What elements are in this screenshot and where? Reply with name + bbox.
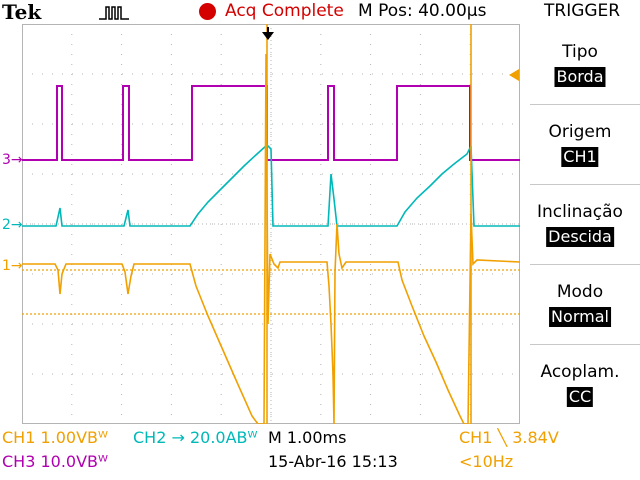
menu-value: CC xyxy=(566,387,594,407)
menu-item-origem[interactable]: Origem CH1 xyxy=(520,104,640,184)
menu-item-modo[interactable]: Modo Normal xyxy=(520,264,640,344)
ch3-ground-marker[interactable]: 3→ xyxy=(2,152,23,168)
ch3-waveform xyxy=(22,85,520,161)
menu-title: TRIGGER xyxy=(544,1,621,21)
ch1-marker-arrow-icon: → xyxy=(10,258,23,274)
brand-logo: Tek xyxy=(2,0,42,24)
menu-divider xyxy=(530,264,640,265)
trigger-level-icon xyxy=(509,69,519,81)
ch2-scale-readout: CH2 → 20.0ABᵂ xyxy=(133,428,258,447)
menu-label: Tipo xyxy=(562,42,598,62)
menu-value: Borda xyxy=(554,67,606,87)
ch2-marker-arrow-icon: → xyxy=(10,217,23,233)
menu-divider xyxy=(530,184,640,185)
ch3-marker-label: 3 xyxy=(2,152,11,168)
graticule xyxy=(22,24,520,424)
ch3-marker-arrow-icon: → xyxy=(10,152,23,168)
ch1-ground-marker[interactable]: 1→ xyxy=(2,258,23,274)
trigger-menu: Tipo Borda Origem CH1 Inclinação Descida… xyxy=(520,24,640,424)
menu-item-inclinacao[interactable]: Inclinação Descida xyxy=(520,184,640,264)
horizontal-position-readout: M Pos: 40.00µs xyxy=(358,1,487,21)
trigger-position-icon xyxy=(262,27,274,40)
menu-value: Normal xyxy=(549,307,611,327)
waveforms xyxy=(22,24,520,424)
trigger-level-readout: CH1 ╲ 3.84V xyxy=(459,428,559,447)
ch1-marker-label: 1 xyxy=(2,258,11,274)
bottom-readout-bar: CH1 1.00VBᵂ CH2 → 20.0ABᵂ CH3 10.0VBᵂ M … xyxy=(0,424,640,480)
ch2-waveform xyxy=(22,143,520,227)
trigger-pulse-icon xyxy=(99,6,129,20)
ch2-ground-marker[interactable]: 2→ xyxy=(2,217,23,233)
acquisition-status-icon xyxy=(199,3,216,20)
menu-divider xyxy=(530,344,640,345)
ch1-waveform xyxy=(22,53,520,424)
menu-item-acoplamento[interactable]: Acoplam. CC xyxy=(520,344,640,424)
menu-item-tipo[interactable]: Tipo Borda xyxy=(520,24,640,104)
menu-divider xyxy=(530,104,640,105)
frequency-readout: <10Hz xyxy=(459,452,514,471)
timebase-readout: M 1.00ms xyxy=(268,428,347,447)
menu-label: Modo xyxy=(556,282,604,302)
menu-label: Inclinação xyxy=(537,202,623,222)
menu-value: Descida xyxy=(546,227,614,247)
menu-label: Origem xyxy=(548,122,612,142)
menu-value: CH1 xyxy=(561,147,599,167)
acquisition-status: Acq Complete xyxy=(225,1,344,21)
top-status-bar: Tek Acq Complete M Pos: 40.00µs TRIGGER xyxy=(0,0,640,24)
ch1-scale-readout: CH1 1.00VBᵂ xyxy=(2,428,108,447)
ch2-marker-label: 2 xyxy=(2,217,11,233)
date-time-readout: 15-Abr-16 15:13 xyxy=(268,452,398,471)
waveform-display xyxy=(22,24,520,424)
ch3-scale-readout: CH3 10.0VBᵂ xyxy=(2,452,108,471)
menu-label: Acoplam. xyxy=(540,362,620,382)
